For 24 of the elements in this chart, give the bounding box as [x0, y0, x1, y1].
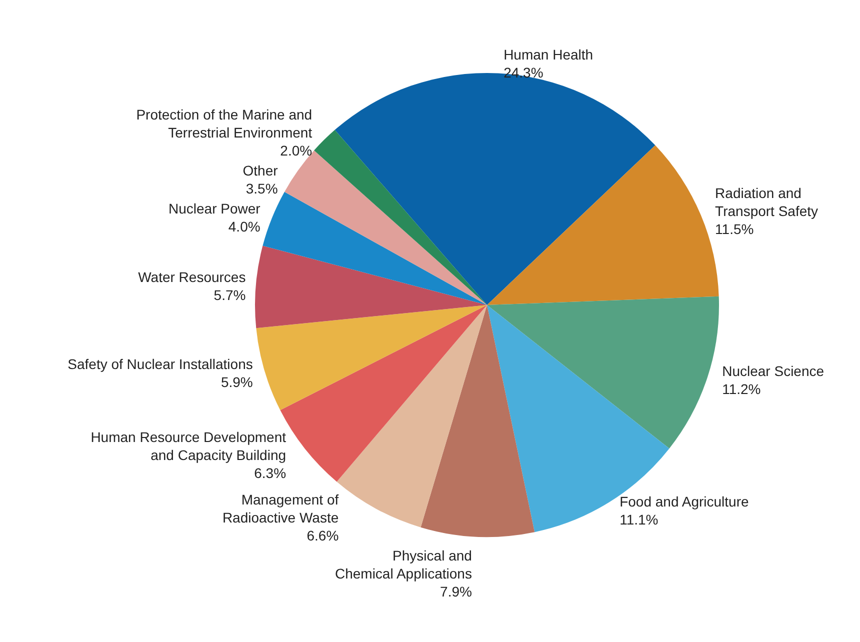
slice-label: Human Health [504, 46, 594, 62]
data-label: 3.5% [246, 180, 278, 197]
data-label: 7.9% [440, 584, 472, 600]
data-label: 6.3% [254, 464, 286, 481]
slice-label: Nuclear Science [722, 362, 824, 379]
slice-label: Water Resources [138, 268, 246, 285]
data-label: 11.5% [715, 221, 754, 238]
data-label: 6.6% [306, 528, 339, 544]
slice-label: Protection of the Marine and Terrestrial Environment [136, 106, 312, 141]
slice-label: Safety of Nuclear Installations [68, 356, 253, 372]
slice-label: Human Resource Development and Capacity Building [90, 428, 286, 463]
data-label: 5.7% [214, 286, 246, 303]
data-label: 11.1% [620, 512, 658, 528]
slice-label: Food and Agriculture [620, 494, 749, 510]
slice-label: Physical and Chemical Applications [334, 548, 472, 582]
slice-label: Nuclear Power [168, 200, 261, 217]
slice-label: Other [242, 162, 278, 179]
slice-label: Management of Radioactive Waste [222, 492, 339, 526]
data-label: 5.9% [220, 374, 253, 390]
data-label: 11.2% [722, 380, 761, 397]
data-label: 24.3% [504, 64, 544, 80]
data-label: 2.0% [280, 142, 312, 159]
slice-label: Radiation and Transport Safety [715, 185, 818, 220]
data-label: 4.0% [228, 218, 260, 235]
